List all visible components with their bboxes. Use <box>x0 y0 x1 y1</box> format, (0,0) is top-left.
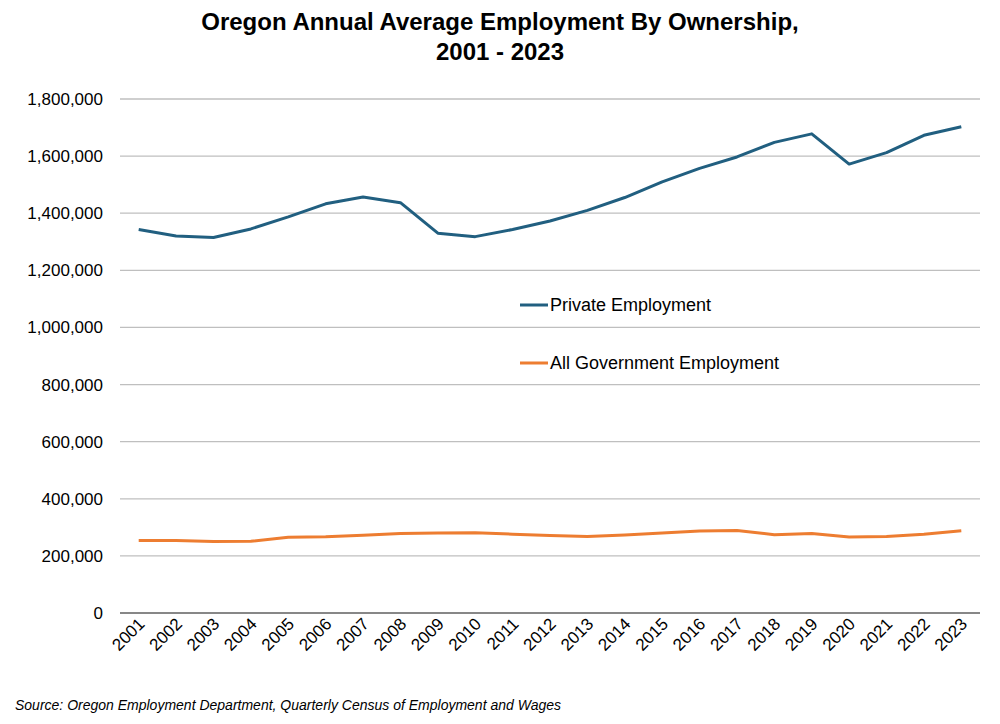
legend-swatch <box>520 304 548 307</box>
grid-line <box>120 155 980 156</box>
y-tick-label: 1,400,000 <box>27 204 103 223</box>
x-tick-label: 2012 <box>520 614 560 654</box>
x-tick-label: 2002 <box>146 614 186 654</box>
chart: Oregon Annual Average Employment By Owne… <box>0 0 1000 724</box>
y-tick-label: 1,800,000 <box>27 90 103 109</box>
series-line <box>139 127 962 238</box>
y-tick-label: 1,000,000 <box>27 318 103 337</box>
legend-swatch <box>520 362 548 365</box>
y-tick-label: 1,200,000 <box>27 261 103 280</box>
x-tick-label: 2022 <box>894 614 934 654</box>
x-tick-label: 2008 <box>370 614 410 654</box>
grid-line <box>120 327 980 328</box>
x-tick-label: 2015 <box>632 614 672 654</box>
grid-line <box>120 498 980 499</box>
x-tick-label: 2013 <box>557 614 597 654</box>
grid-line <box>120 612 980 614</box>
legend-label: Private Employment <box>550 295 711 315</box>
grid-line <box>120 555 980 556</box>
x-tick-label: 2020 <box>819 614 859 654</box>
series-line <box>139 530 962 541</box>
x-tick-label: 2019 <box>781 614 821 654</box>
title-line: Oregon Annual Average Employment By Owne… <box>201 8 798 35</box>
grid-line <box>120 441 980 442</box>
legend-label: All Government Employment <box>550 353 779 373</box>
title-line: 2001 - 2023 <box>436 38 564 65</box>
x-tick-label: 2023 <box>931 614 971 654</box>
y-tick-label: 800,000 <box>42 376 103 395</box>
y-tick-label: 600,000 <box>42 433 103 452</box>
grid-line <box>120 213 980 214</box>
x-tick-label: 2003 <box>183 614 223 654</box>
x-tick-label: 2014 <box>594 614 634 654</box>
y-tick-label: 400,000 <box>42 490 103 509</box>
y-tick-label: 200,000 <box>42 547 103 566</box>
grid-line <box>120 270 980 271</box>
x-tick-label: 2016 <box>669 614 709 654</box>
title: Oregon Annual Average Employment By Owne… <box>201 8 798 65</box>
source: Source: Oregon Employment Department, Qu… <box>15 697 561 713</box>
x-tick-label: 2006 <box>295 614 335 654</box>
x-tick-label: 2005 <box>258 614 298 654</box>
grid <box>120 99 980 613</box>
y-tick-label: 1,600,000 <box>27 147 103 166</box>
x-tick-label: 2007 <box>333 614 373 654</box>
x-tick-label: 2009 <box>407 614 447 654</box>
y-tick-label: 0 <box>94 604 103 623</box>
x-tick-label: 2004 <box>221 614 261 654</box>
x-tick-label: 2001 <box>108 614 148 654</box>
grid-line <box>120 98 980 99</box>
x-tick-label: 2011 <box>483 614 522 653</box>
grid-line <box>120 384 980 385</box>
x-tick-label: 2017 <box>707 614 747 654</box>
x-tick-label: 2010 <box>445 614 485 654</box>
series-group <box>139 127 962 542</box>
legend: Private Employment All Government Employm… <box>520 295 779 373</box>
x-tick-label: 2018 <box>744 614 784 654</box>
x-tick-label: 2021 <box>856 614 896 654</box>
x-axis <box>120 612 980 614</box>
